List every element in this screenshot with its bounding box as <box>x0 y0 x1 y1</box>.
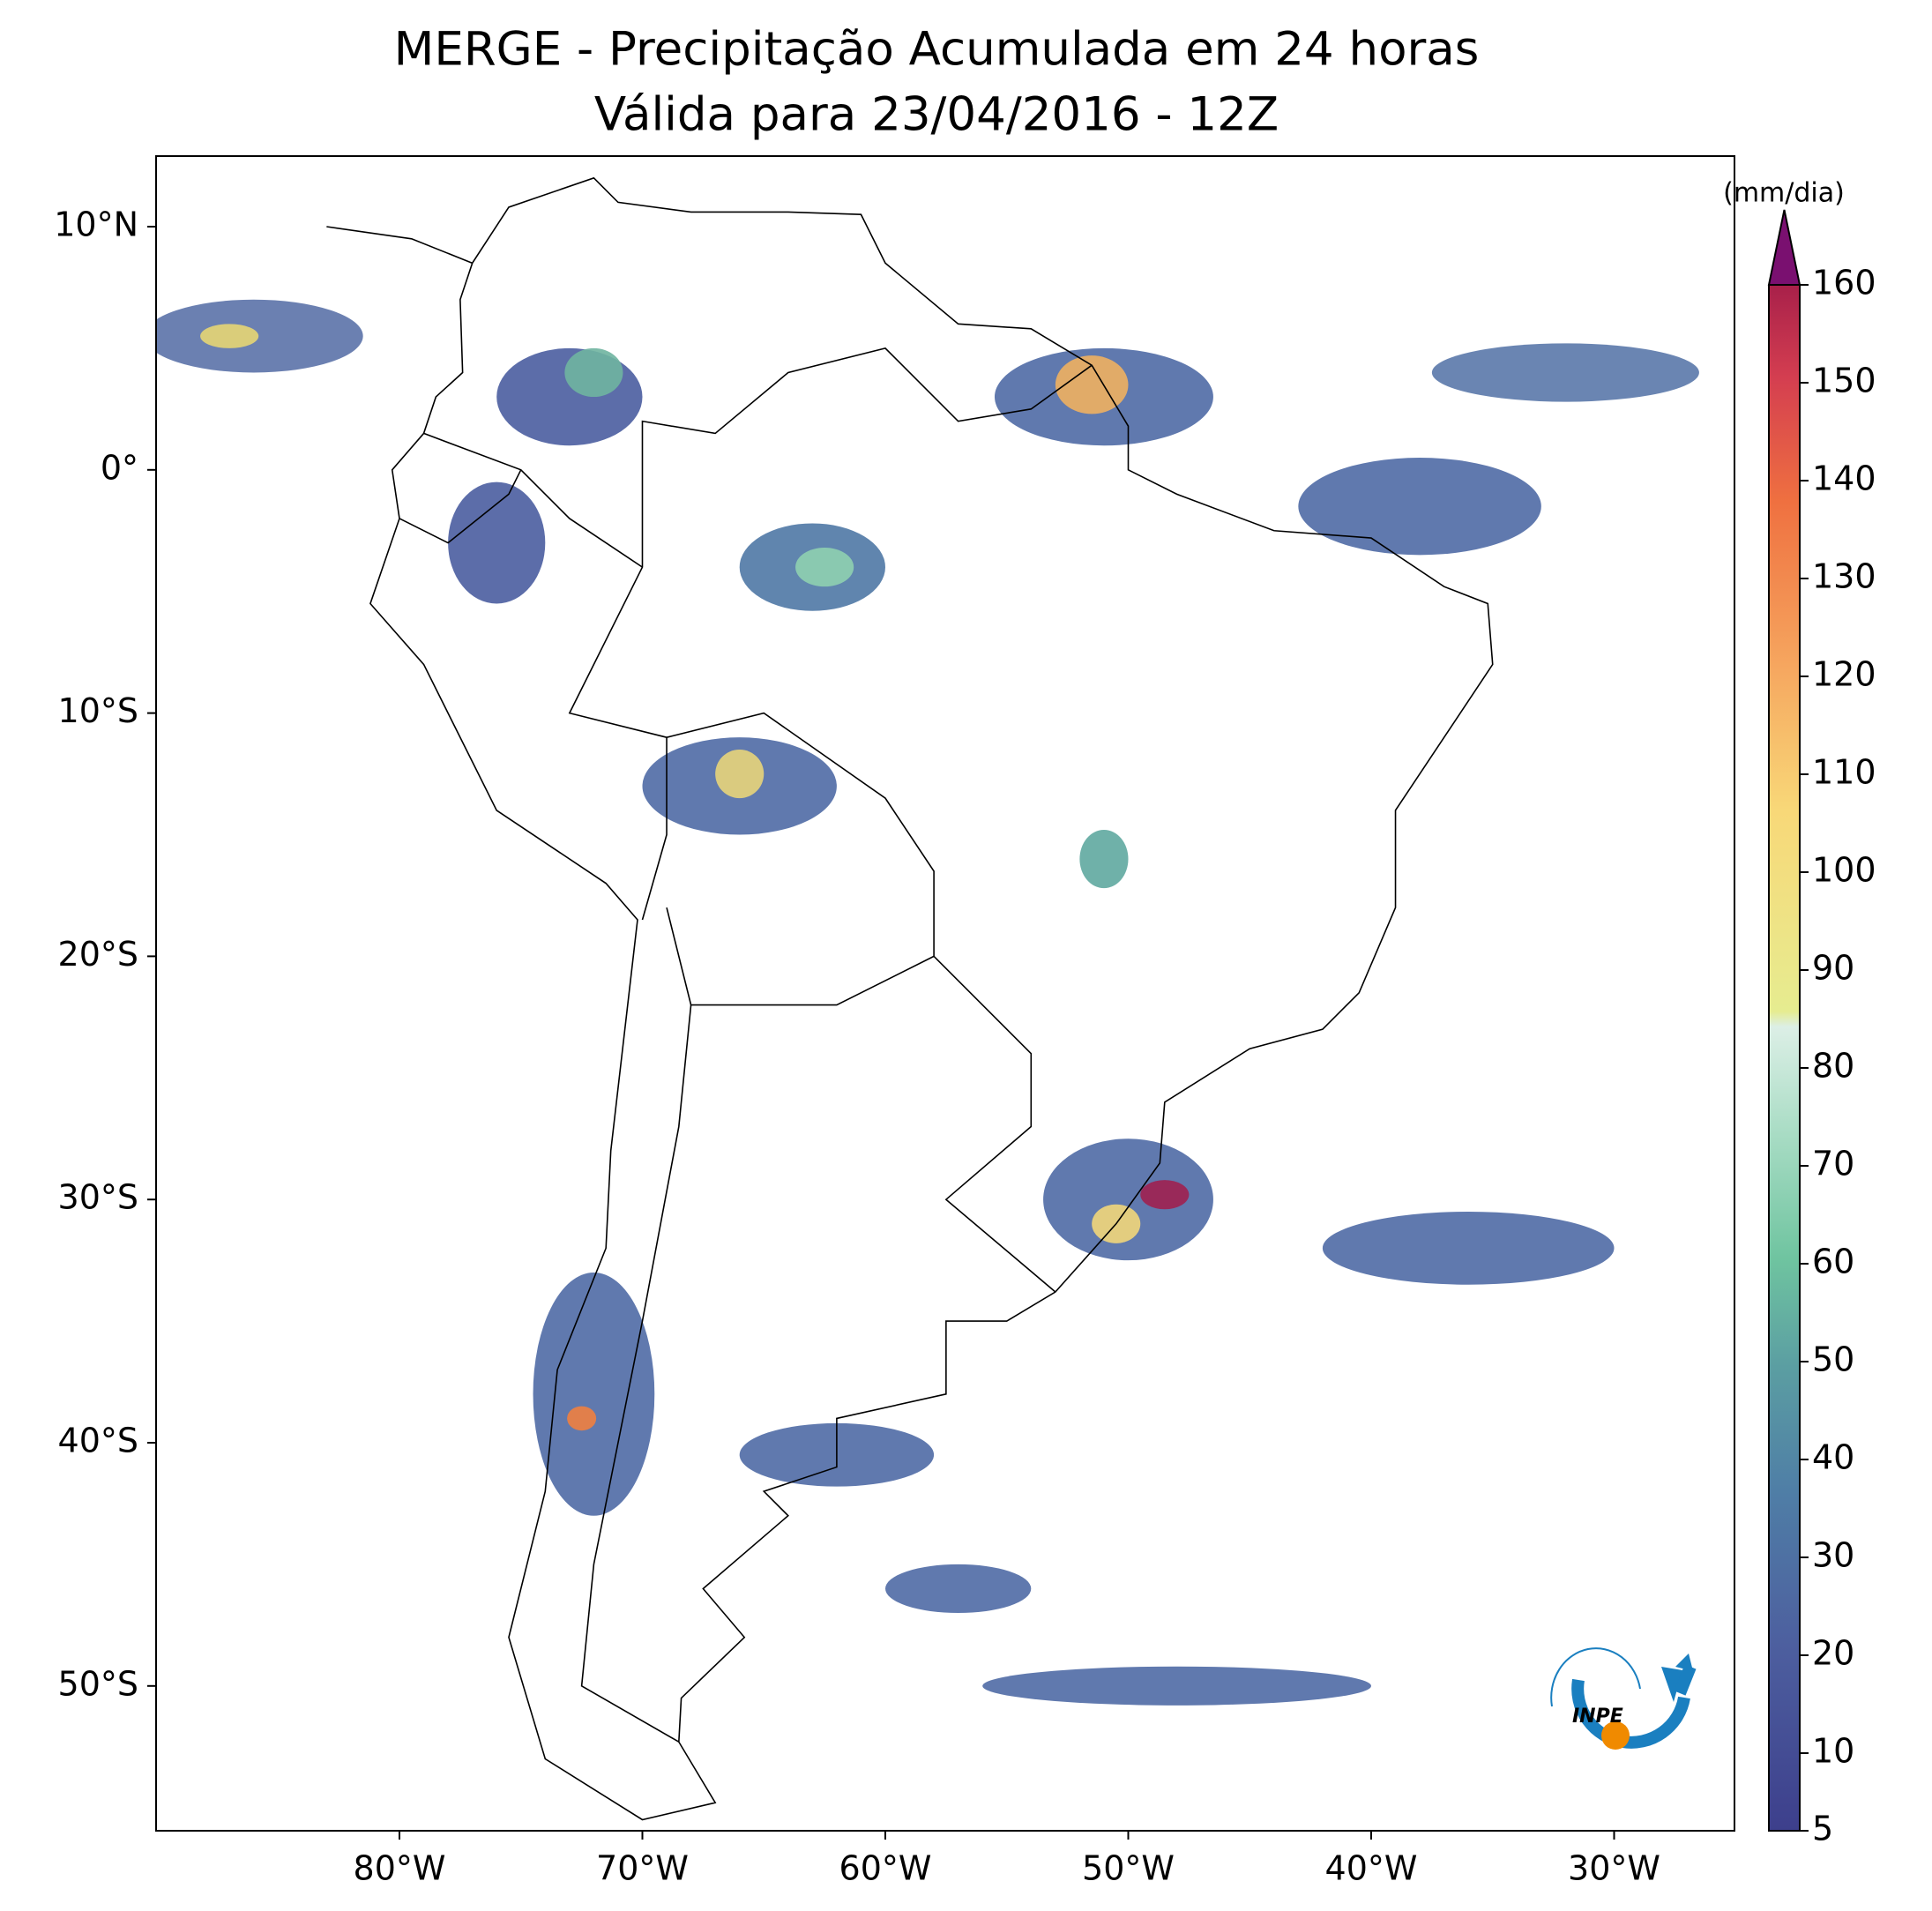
precip-area <box>1055 355 1129 414</box>
precip-area <box>448 481 546 604</box>
colorbar-tick-label: 10 <box>1812 1732 1854 1771</box>
lat-label: 0° <box>101 448 138 487</box>
lat-label: 10°S <box>58 691 138 730</box>
subtitle: Válida para 23/04/2016 - 12Z <box>594 88 1279 142</box>
colorbar-tick-label: 160 <box>1812 264 1876 302</box>
border <box>666 907 935 1006</box>
lat-label: 20°S <box>58 935 138 974</box>
precip-area <box>885 1564 1032 1614</box>
coastline <box>326 176 1494 1821</box>
colorbar-tick-label: 110 <box>1812 753 1876 792</box>
border <box>399 469 522 544</box>
precip-area <box>795 548 854 587</box>
precip-area <box>564 347 623 398</box>
colorbar-tick-label: 80 <box>1812 1047 1854 1086</box>
map-area <box>156 176 1699 1821</box>
colorbar-tick-label: 120 <box>1812 655 1876 694</box>
colorbar-tick-label: 150 <box>1812 362 1876 400</box>
colorbar-tick-label: 100 <box>1812 851 1876 890</box>
lon-label: 50°W <box>1082 1849 1175 1888</box>
precip-area <box>982 1666 1371 1706</box>
colorbar-unit: (mm/dia) <box>1723 178 1845 209</box>
logo: INPE <box>1550 1647 1697 1750</box>
colorbar-tick-label: 30 <box>1812 1536 1854 1575</box>
colorbar <box>1768 284 1801 1832</box>
precip-area <box>567 1406 597 1431</box>
colorbar-extend <box>1767 209 1801 286</box>
precip-area <box>533 1272 655 1516</box>
lat-label: 30°S <box>58 1178 138 1217</box>
colorbar-tick-label: 140 <box>1812 459 1876 498</box>
lat-label: 50°S <box>58 1664 138 1703</box>
precip-area <box>1043 1138 1213 1261</box>
map-frame <box>155 155 1735 1832</box>
lon-label: 40°W <box>1325 1849 1418 1888</box>
colorbar-tick-label: 20 <box>1812 1634 1854 1673</box>
title: MERGE - Precipitação Acumulada em 24 hor… <box>394 23 1480 77</box>
precip-area <box>1322 1211 1615 1285</box>
border <box>423 432 643 568</box>
lon-label: 70°W <box>596 1849 689 1888</box>
lat-label: 10°N <box>54 205 138 244</box>
precip-area <box>1298 458 1541 556</box>
colorbar-tick-label: 50 <box>1812 1340 1854 1379</box>
precip-area <box>1431 343 1699 402</box>
precip-area <box>200 324 259 348</box>
precip-area <box>156 299 363 373</box>
precip-area <box>715 749 765 799</box>
colorbar-tick-label: 90 <box>1812 949 1854 988</box>
precip-area <box>1140 1180 1190 1210</box>
border <box>568 347 1093 921</box>
border <box>580 1004 692 1743</box>
colorbar-tick-label: 70 <box>1812 1145 1854 1183</box>
colorbar-tick-label: 40 <box>1812 1438 1854 1477</box>
lon-label: 60°W <box>839 1849 932 1888</box>
logo-text: INPE <box>1572 1706 1623 1728</box>
lon-label: 30°W <box>1568 1849 1660 1888</box>
colorbar-tick-label: 5 <box>1812 1810 1833 1848</box>
lat-label: 40°S <box>58 1422 138 1460</box>
colorbar-tick-label: 60 <box>1812 1243 1854 1281</box>
precip-area <box>1079 829 1129 889</box>
lon-label: 80°W <box>354 1849 446 1888</box>
colorbar-tick-label: 130 <box>1812 557 1876 596</box>
